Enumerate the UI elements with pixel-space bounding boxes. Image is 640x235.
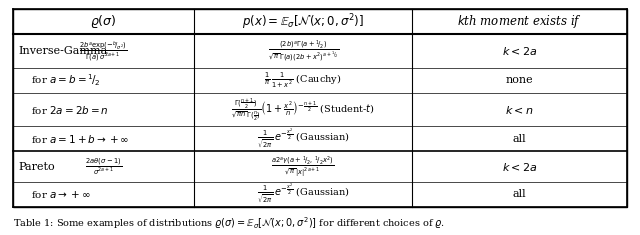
Text: Table 1: Some examples of distributions $\varrho(\sigma) = \mathbb{E}_\sigma[\ma: Table 1: Some examples of distributions … <box>13 215 445 231</box>
Text: $\frac{\Gamma(\frac{n+1}{2})}{\sqrt{\pi n}\,\Gamma(\frac{n}{2})}\left(1+\frac{x^: $\frac{\Gamma(\frac{n+1}{2})}{\sqrt{\pi … <box>231 97 375 123</box>
Text: for $a \to +\infty$: for $a \to +\infty$ <box>31 189 90 200</box>
Text: $\frac{a2^a\gamma(a+^1\!/_2,\,^1\!/_2 x^2)}{\sqrt{\pi}\,|x|^{2a+1}}$: $\frac{a2^a\gamma(a+^1\!/_2,\,^1\!/_2 x^… <box>271 154 335 179</box>
Text: Pareto: Pareto <box>18 162 54 172</box>
Bar <box>13 9 627 207</box>
Text: $\frac{2b^a \exp(-^b\!/_{\sigma^2})}{\Gamma(a)\,\sigma^{2a+1}}$: $\frac{2b^a \exp(-^b\!/_{\sigma^2})}{\Ga… <box>79 39 127 63</box>
Text: $\frac{(2b)^a\Gamma(a+^1\!/_2)}{\sqrt{\pi}\,\Gamma(a)(2b+x^2)^{a+^1\!/_2}}$: $\frac{(2b)^a\Gamma(a+^1\!/_2)}{\sqrt{\p… <box>268 39 339 63</box>
Text: for $a = 1+b \to +\infty$: for $a = 1+b \to +\infty$ <box>31 133 129 145</box>
Text: $\frac{1}{\pi}\,\frac{1}{1+x^2}$ (Cauchy): $\frac{1}{\pi}\,\frac{1}{1+x^2}$ (Cauchy… <box>264 70 342 90</box>
Text: all: all <box>513 189 527 199</box>
Text: $\frac{1}{\sqrt{2\pi}}\,e^{-\frac{x^2}{2}}$ (Gaussian): $\frac{1}{\sqrt{2\pi}}\,e^{-\frac{x^2}{2… <box>257 182 349 207</box>
Text: $k < 2a$: $k < 2a$ <box>502 161 538 172</box>
Text: none: none <box>506 75 534 85</box>
Text: Inverse-Gamma: Inverse-Gamma <box>18 46 107 56</box>
Text: for $2a = 2b = n$: for $2a = 2b = n$ <box>31 104 109 116</box>
Text: $k < n$: $k < n$ <box>506 104 534 116</box>
Text: $k$th moment exists if: $k$th moment exists if <box>457 13 582 30</box>
Text: for $a = b = {^1\!/_2}$: for $a = b = {^1\!/_2}$ <box>31 72 100 88</box>
Text: $\frac{2a\theta(\sigma-1)}{\sigma^{2a+1}}$: $\frac{2a\theta(\sigma-1)}{\sigma^{2a+1}… <box>85 156 122 177</box>
Text: $p(x) = \mathbb{E}_\sigma[\mathcal{N}(x;0,\sigma^2)]$: $p(x) = \mathbb{E}_\sigma[\mathcal{N}(x;… <box>242 12 364 31</box>
Text: $k < 2a$: $k < 2a$ <box>502 45 538 57</box>
Text: $\frac{1}{\sqrt{2\pi}}\,e^{-\frac{x^2}{2}}$ (Gaussian): $\frac{1}{\sqrt{2\pi}}\,e^{-\frac{x^2}{2… <box>257 127 349 151</box>
Text: $\varrho(\sigma)$: $\varrho(\sigma)$ <box>90 13 116 30</box>
Text: all: all <box>513 134 527 144</box>
